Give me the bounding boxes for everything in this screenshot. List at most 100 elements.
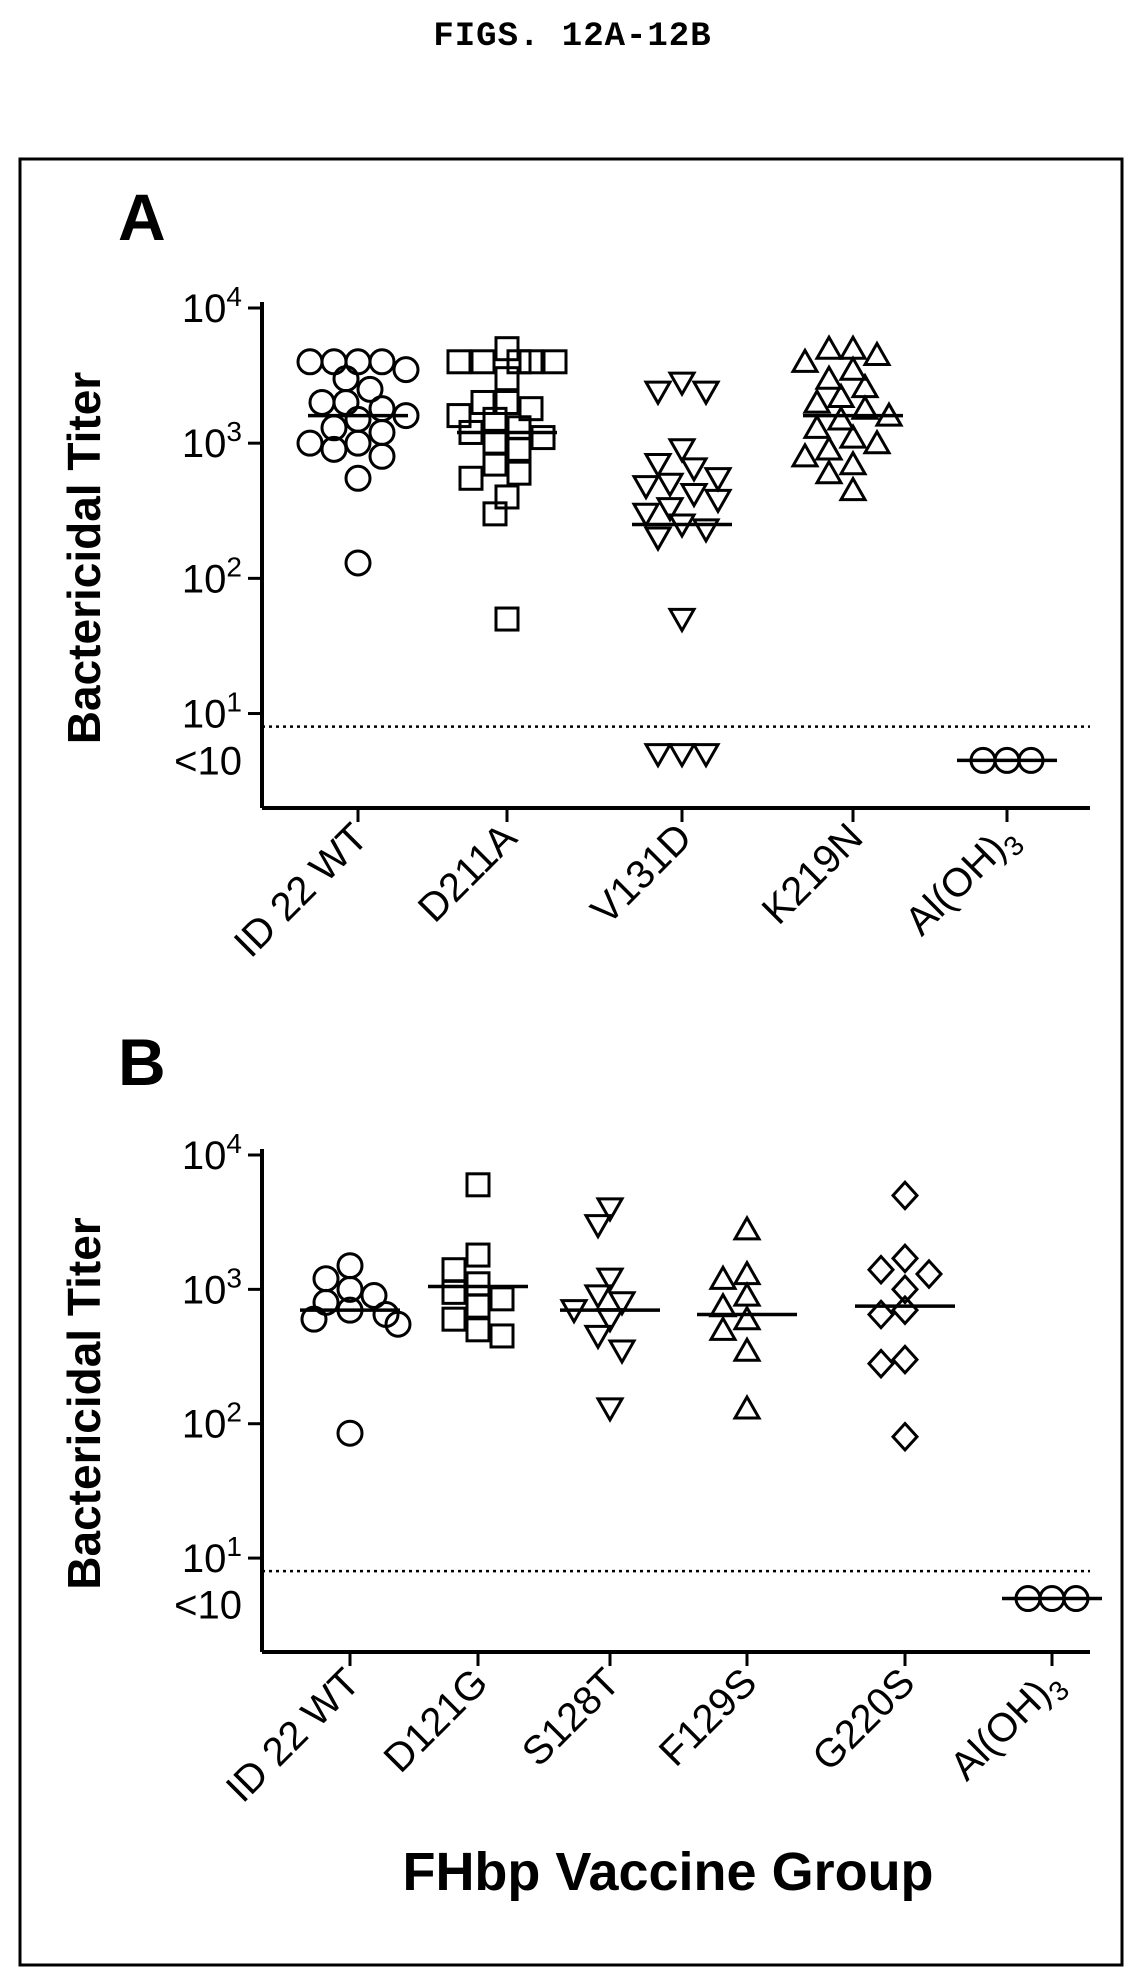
data-point [542, 349, 568, 375]
data-point [344, 464, 372, 492]
data-point [441, 1279, 467, 1305]
data-point [494, 366, 520, 392]
data-point [465, 1317, 491, 1343]
data-point [890, 1421, 920, 1453]
y-tick-exponent: 3 [226, 416, 242, 447]
data-point [465, 1172, 491, 1198]
x-tick-label: Al(OH)3 [942, 1660, 1075, 1793]
data-point [802, 388, 832, 414]
data-point [368, 418, 396, 446]
data-point [530, 425, 556, 451]
x-tick-label: ID 22 WT [218, 1660, 369, 1811]
data-point [631, 475, 661, 501]
data-point [802, 413, 832, 439]
data-point [296, 348, 324, 376]
data-point [607, 1291, 637, 1317]
data-point [506, 460, 532, 486]
data-point [583, 1284, 613, 1310]
data-point [862, 340, 892, 366]
data-point [826, 404, 856, 431]
data-point [866, 1299, 896, 1330]
y-tick-label: 103 [182, 416, 242, 466]
y-tick-exponent: 2 [226, 551, 242, 582]
data-point [583, 1324, 613, 1351]
panel-label: A [118, 180, 166, 254]
data-point [631, 502, 661, 529]
y-tick-exponent: 2 [226, 1397, 242, 1428]
data-point [344, 549, 372, 577]
x-tick-label-main: K219N [754, 815, 872, 933]
data-point [667, 438, 697, 464]
x-tick-label-main: S128T [514, 1660, 628, 1774]
data-point [708, 1264, 738, 1290]
y-tick-base: 10 [182, 693, 227, 737]
data-point [320, 348, 348, 376]
data-point [643, 526, 673, 553]
y-tick-label: 104 [182, 1128, 242, 1178]
y-tick-label: 102 [182, 1397, 242, 1447]
data-point [441, 1257, 467, 1283]
data-point [838, 423, 868, 449]
x-tick-label: D121G [376, 1660, 497, 1781]
x-tick-label: Al(OH)3 [897, 815, 1030, 948]
data-point [360, 1282, 388, 1310]
data-point [494, 606, 520, 632]
y-tick-base: 10 [182, 1403, 227, 1447]
y-tick-base: 10 [182, 287, 227, 331]
group-al-oh-3: Al(OH)3 [897, 746, 1057, 948]
data-point [336, 1419, 364, 1447]
below-detection-label: <10 [174, 739, 242, 783]
data-point [458, 465, 484, 491]
data-point [814, 458, 844, 485]
figure-heading: FIGS. 12A-12B [433, 18, 712, 56]
y-tick-base: 10 [182, 1268, 227, 1312]
data-point [344, 429, 372, 457]
data-point [368, 442, 396, 470]
x-tick-label: D211A [410, 815, 526, 931]
x-tick-label: ID 22 WT [226, 815, 377, 966]
y-tick-label: 101 [182, 1531, 242, 1581]
x-tick-label-main: F129S [651, 1660, 765, 1774]
data-point [655, 472, 685, 499]
data-point [607, 1339, 637, 1366]
group-g220s: G220S [804, 1180, 955, 1779]
data-point [336, 1252, 364, 1280]
data-point [344, 348, 372, 376]
group-f129s: F129S [651, 1214, 797, 1775]
data-point [890, 1180, 920, 1211]
y-tick-label: 104 [182, 281, 242, 331]
data-point [790, 347, 820, 373]
data-point [643, 743, 673, 769]
x-tick-label-main: G220S [804, 1660, 923, 1779]
x-tick-label: K219N [754, 815, 872, 933]
data-point [308, 388, 336, 416]
y-axis-title: Bactericidal Titer [58, 372, 110, 745]
data-point [667, 607, 697, 634]
data-point [691, 380, 721, 407]
data-point [866, 1254, 896, 1286]
panel-label: B [118, 1025, 166, 1099]
x-axis-title: FHbp Vaccine Group [402, 1842, 933, 1902]
data-point [890, 1273, 920, 1305]
y-tick-label: 102 [182, 551, 242, 601]
y-tick-base: 10 [182, 557, 227, 601]
data-point [862, 428, 892, 455]
data-point [732, 1336, 762, 1362]
data-point [838, 355, 868, 381]
x-tick-label: S128T [514, 1660, 628, 1774]
data-point [392, 356, 420, 384]
data-point [703, 488, 733, 515]
data-point [296, 429, 324, 457]
x-tick-label: G220S [804, 1660, 923, 1779]
data-point [667, 743, 697, 769]
data-point [470, 349, 496, 375]
y-tick-base: 10 [182, 422, 227, 466]
y-tick-label: 103 [182, 1262, 242, 1312]
data-point [446, 349, 472, 375]
x-tick-label-main: D121G [376, 1660, 497, 1781]
data-point [332, 365, 360, 393]
data-point [583, 1214, 613, 1240]
data-point [356, 375, 384, 403]
